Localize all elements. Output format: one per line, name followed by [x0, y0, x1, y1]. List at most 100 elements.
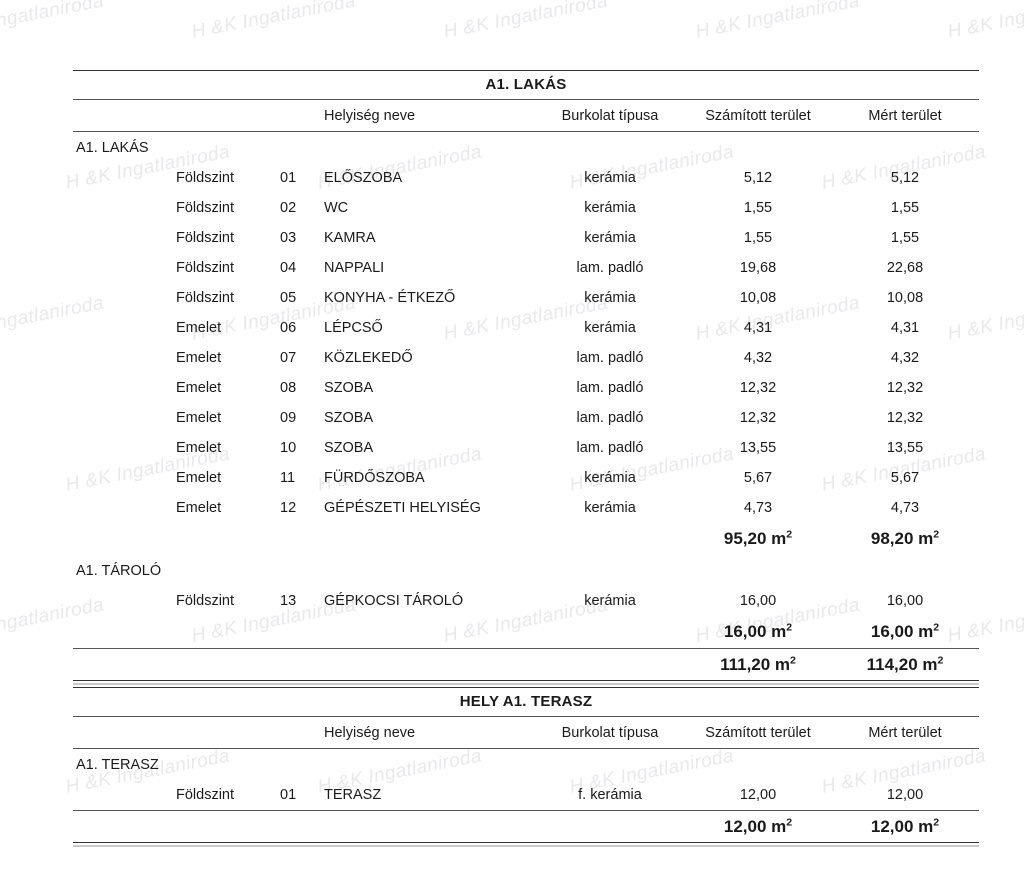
cell-measured-area: 12,32	[886, 380, 924, 396]
cell-room-name: KÖZLEKEDŐ	[324, 350, 413, 366]
col-header-surface-type: Burkolat típusa	[561, 107, 659, 124]
cell-calculated-area: 1,55	[743, 200, 773, 216]
cell-number: 05	[280, 290, 297, 306]
col-header-room-name: Helyiség neve	[324, 724, 416, 741]
table-row: Emelet 06 LÉPCSŐ kerámia 4,31 4,31	[73, 313, 979, 343]
table-row: Földszint 02 WC kerámia 1,55 1,55	[73, 193, 979, 223]
table-hely-a1-terasz: HELY A1. TERASZ Helyiség neve Burkolat t…	[73, 687, 979, 847]
group-label-row: A1. TÁROLÓ	[73, 555, 979, 586]
header-bottom-rule	[73, 131, 979, 132]
cell-number: 02	[280, 200, 297, 216]
cell-measured-area: 4,73	[890, 500, 920, 516]
cell-level: Emelet	[176, 470, 222, 486]
subtotal-calculated-area: 95,20 m2	[723, 528, 793, 548]
cell-room-name: LÉPCSŐ	[324, 320, 383, 336]
cell-number: 01	[280, 787, 297, 803]
cell-level: Földszint	[176, 230, 235, 246]
cell-level: Emelet	[176, 410, 222, 426]
table-row: Emelet 09 SZOBA lam. padló 12,32 12,32	[73, 403, 979, 433]
cell-room-name: SZOBA	[324, 380, 374, 396]
cell-number: 03	[280, 230, 297, 246]
group-label: A1. TERASZ	[76, 756, 159, 773]
group-label: A1. LAKÁS	[76, 139, 149, 156]
cell-level: Földszint	[176, 260, 235, 276]
col-header-measured-area: Mért terület	[868, 107, 942, 124]
cell-number: 08	[280, 380, 297, 396]
table-row: Emelet 08 SZOBA lam. padló 12,32 12,32	[73, 373, 979, 403]
cell-calculated-area: 16,00	[739, 593, 777, 609]
cell-level: Emelet	[176, 380, 222, 396]
cell-room-name: GÉPÉSZETI HELYISÉG	[324, 500, 481, 516]
cell-level: Földszint	[176, 290, 235, 306]
cell-number: 01	[280, 170, 297, 186]
table-row: Emelet 11 FÜRDŐSZOBA kerámia 5,67 5,67	[73, 463, 979, 493]
cell-calculated-area: 1,55	[743, 230, 773, 246]
cell-surface-type: kerámia	[584, 500, 636, 516]
cell-number: 11	[280, 470, 296, 486]
grand-total-calculated-area: 12,00 m2	[723, 815, 793, 836]
cell-measured-area: 12,00	[886, 787, 924, 803]
cell-level: Emelet	[176, 500, 222, 516]
grand-total-calculated-area: 111,20 m2	[720, 653, 796, 674]
table-row: Földszint 03 KAMRA kerámia 1,55 1,55	[73, 223, 979, 253]
group-subtotal-row: 95,20 m2 98,20 m2	[73, 523, 979, 555]
cell-room-name: ELŐSZOBA	[324, 170, 403, 186]
group-subtotal-row: 16,00 m2 16,00 m2	[73, 616, 979, 648]
cell-level: Emelet	[176, 440, 222, 456]
grand-total-measured-area: 114,20 m2	[866, 653, 944, 674]
table-row: Földszint 04 NAPPALI lam. padló 19,68 22…	[73, 253, 979, 283]
cell-level: Földszint	[176, 787, 235, 803]
cell-surface-type: lam. padló	[576, 410, 644, 426]
cell-surface-type: f. kerámia	[578, 787, 642, 803]
cell-calculated-area: 4,31	[743, 320, 773, 336]
table-bottom-rule	[73, 842, 979, 847]
group-label-row: A1. LAKÁS	[73, 132, 979, 163]
cell-number: 07	[280, 350, 297, 366]
cell-surface-type: kerámia	[584, 230, 636, 246]
cell-measured-area: 13,55	[886, 440, 924, 456]
cell-room-name: SZOBA	[324, 440, 374, 456]
header-bottom-rule	[73, 748, 979, 749]
cell-surface-type: kerámia	[584, 170, 636, 186]
cell-calculated-area: 5,12	[743, 170, 773, 186]
cell-calculated-area: 4,32	[743, 350, 773, 366]
cell-level: Földszint	[176, 593, 235, 609]
cell-level: Emelet	[176, 350, 222, 366]
cell-surface-type: lam. padló	[576, 350, 644, 366]
cell-number: 06	[280, 320, 297, 336]
cell-measured-area: 22,68	[886, 260, 924, 276]
grand-total-top-rule	[73, 648, 979, 649]
group-rows-lakas: Földszint 01 ELŐSZOBA kerámia 5,12 5,12 …	[73, 163, 979, 523]
cell-number: 10	[280, 440, 297, 456]
group-label: A1. TÁROLÓ	[76, 562, 162, 579]
table-row: Földszint 05 KONYHA - ÉTKEZŐ kerámia 10,…	[73, 283, 979, 313]
cell-calculated-area: 5,67	[743, 470, 773, 486]
cell-room-name: SZOBA	[324, 410, 374, 426]
cell-measured-area: 12,32	[886, 410, 924, 426]
cell-measured-area: 16,00	[886, 593, 924, 609]
table-title: HELY A1. TERASZ	[459, 693, 593, 710]
table-top-rule	[73, 70, 979, 71]
table-a1-lakas: A1. LAKÁS Helyiség neve Burkolat típusa …	[73, 70, 979, 685]
col-header-calculated-area: Számított terület	[705, 724, 811, 741]
cell-measured-area: 4,32	[890, 350, 920, 366]
grand-total-measured-area: 12,00 m2	[870, 815, 940, 836]
cell-surface-type: lam. padló	[576, 260, 644, 276]
cell-measured-area: 5,12	[890, 170, 920, 186]
subtotal-measured-area: 16,00 m2	[870, 621, 940, 641]
cell-calculated-area: 10,08	[739, 290, 777, 306]
cell-measured-area: 1,55	[890, 230, 920, 246]
table-bottom-rule	[73, 680, 979, 685]
table-row: Földszint 01 TERASZ f. kerámia 12,00 12,…	[73, 780, 979, 810]
cell-surface-type: kerámia	[584, 200, 636, 216]
cell-calculated-area: 4,73	[743, 500, 773, 516]
cell-surface-type: kerámia	[584, 290, 636, 306]
group-label-row: A1. TERASZ	[73, 749, 979, 780]
cell-room-name: TERASZ	[324, 787, 382, 803]
title-bottom-rule	[73, 716, 979, 717]
table-row: Emelet 07 KÖZLEKEDŐ lam. padló 4,32 4,32	[73, 343, 979, 373]
cell-level: Földszint	[176, 170, 235, 186]
cell-calculated-area: 12,32	[739, 410, 777, 426]
table-title: A1. LAKÁS	[485, 76, 567, 93]
